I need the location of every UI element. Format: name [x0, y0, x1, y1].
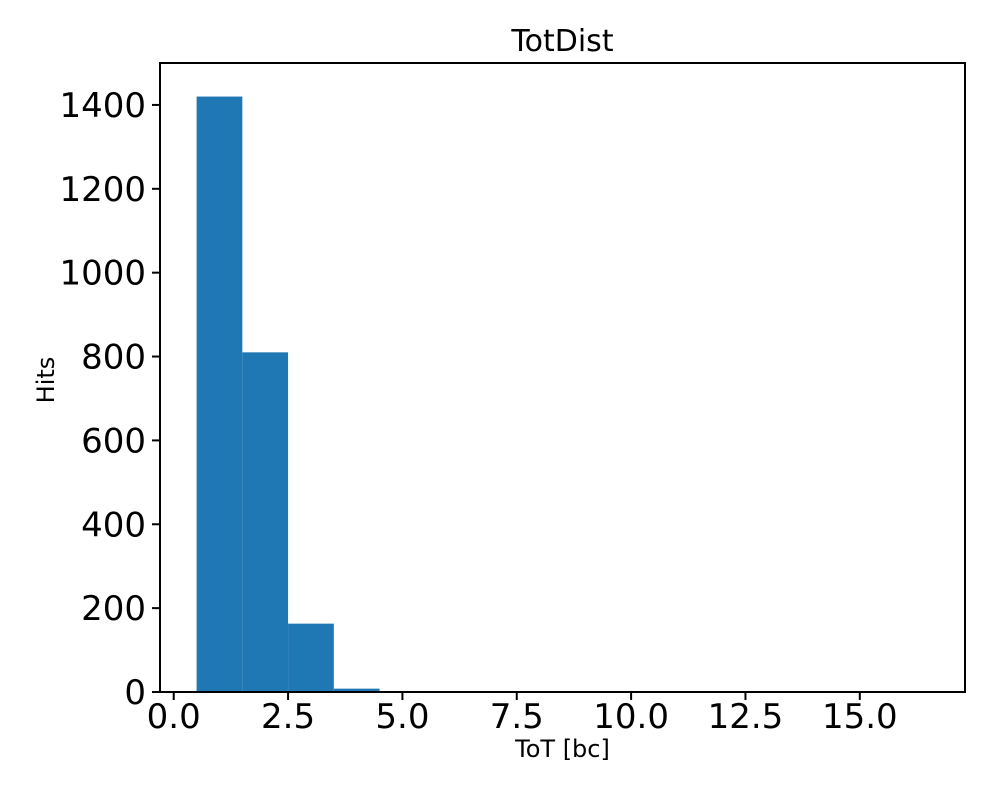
y-tick-label: 600	[81, 421, 146, 461]
y-tick-label: 0	[124, 673, 146, 713]
x-tick-label: 12.5	[708, 697, 784, 737]
x-tick-label: 2.5	[261, 697, 315, 737]
histogram-bar	[242, 352, 289, 692]
histogram-bar	[333, 688, 380, 692]
x-tick-label: 5.0	[375, 697, 429, 737]
y-tick-label: 800	[81, 338, 146, 378]
y-tick-label: 1400	[59, 86, 146, 126]
y-tick-label: 200	[81, 589, 146, 629]
histogram-bar	[196, 96, 243, 693]
chart-title: TotDist	[511, 24, 614, 59]
histogram-bar	[288, 623, 334, 692]
y-tick-label: 1200	[59, 170, 146, 210]
axes-frame	[159, 62, 966, 693]
y-tick-label: 1000	[59, 254, 146, 294]
x-tick-label: 7.5	[490, 697, 544, 737]
x-tick-label: 10.0	[593, 697, 669, 737]
y-tick-label: 400	[81, 505, 146, 545]
x-axis-label: ToT [bc]	[515, 735, 610, 763]
x-tick-label: 0.0	[147, 697, 201, 737]
x-tick-label: 15.0	[822, 697, 898, 737]
